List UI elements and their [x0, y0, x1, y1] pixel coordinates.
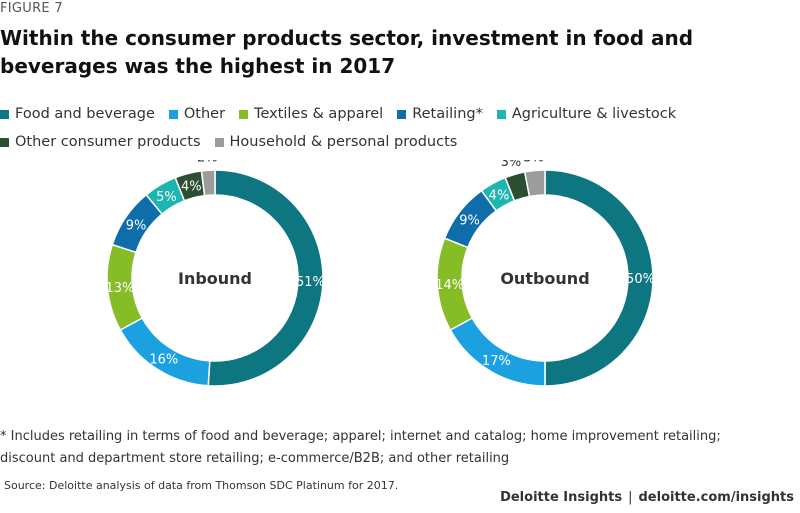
legend-label: Other consumer products	[15, 134, 201, 150]
brand-separator: |	[628, 490, 633, 505]
outbound-data-label-5: 3%	[501, 160, 522, 170]
legend-row-2: Other consumer products Household & pers…	[0, 128, 800, 156]
brand-credit: Deloitte Insights | deloitte.com/insights	[500, 490, 794, 505]
legend-item-retailing: Retailing*	[397, 106, 483, 122]
legend: Food and beverage Other Textiles & appar…	[0, 100, 800, 156]
outbound-slice-6	[523, 169, 546, 198]
legend-item-food-and-beverage: Food and beverage	[0, 106, 155, 122]
legend-swatch	[0, 137, 9, 147]
legend-swatch	[214, 137, 224, 147]
legend-label: Textiles & apparel	[254, 106, 384, 122]
inbound-data-label-3: 9%	[126, 218, 147, 233]
figure-label: FIGURE 7	[0, 1, 63, 16]
inbound-data-label-5: 4%	[181, 180, 202, 195]
legend-label: Other	[183, 106, 226, 122]
brand-url: deloitte.com/insights	[638, 490, 795, 505]
legend-swatch	[496, 109, 506, 119]
outbound-slice-0	[544, 169, 654, 387]
legend-item-household-personal-products: Household & personal products	[214, 134, 458, 150]
outbound-data-label-3: 9%	[459, 213, 480, 228]
legend-swatch	[397, 109, 407, 119]
legend-item-other-consumer-products: Other consumer products	[0, 134, 201, 150]
outbound-data-label-2: 14%	[435, 278, 464, 293]
legend-label: Food and beverage	[15, 106, 155, 122]
legend-item-textiles-apparel: Textiles & apparel	[239, 106, 383, 122]
legend-row-1: Food and beverage Other Textiles & appar…	[0, 100, 800, 128]
legend-label: Household & personal products	[229, 134, 458, 150]
legend-item-other: Other	[168, 106, 226, 122]
outbound-slice-1	[449, 316, 546, 387]
brand-name: Deloitte Insights	[500, 490, 623, 505]
footnote-line-1: * Includes retailing in terms of food an…	[0, 429, 721, 444]
source-note: Source: Deloitte analysis of data from T…	[4, 479, 399, 492]
outbound-data-label-6: 3%	[523, 160, 544, 166]
inbound-slice-6	[200, 169, 216, 197]
inbound-data-label-2: 13%	[105, 281, 134, 296]
footnote-line-2: discount and department store retailing;…	[0, 451, 510, 466]
inbound-data-label-4: 5%	[156, 190, 177, 205]
legend-swatch	[168, 109, 178, 119]
inbound-data-label-6: 2%	[197, 160, 218, 165]
legend-swatch	[0, 109, 9, 119]
legend-item-agriculture-livestock: Agriculture & livestock	[496, 106, 677, 122]
outbound-data-label-1: 17%	[482, 354, 511, 369]
footnote: * Includes retailing in terms of food an…	[0, 426, 790, 470]
legend-label: Retailing*	[412, 106, 483, 122]
legend-swatch	[239, 109, 249, 119]
donut-charts: 51% 16% 13% 9% 5% 4% 2% Inbound 50% 17% 14% 9% 4% 3%3…	[105, 160, 655, 387]
outbound-data-label-4: 4%	[489, 188, 510, 203]
outbound-data-label-0: 50%	[626, 272, 655, 287]
legend-label: Agriculture & livestock	[511, 106, 677, 122]
inbound-data-label-0: 51%	[296, 275, 325, 290]
inbound-data-label-1: 16%	[149, 353, 178, 368]
inbound-center-label: Inbound	[178, 269, 252, 288]
chart-title: Within the consumer products sector, inv…	[0, 26, 694, 78]
outbound-center-label: Outbound	[500, 269, 589, 288]
